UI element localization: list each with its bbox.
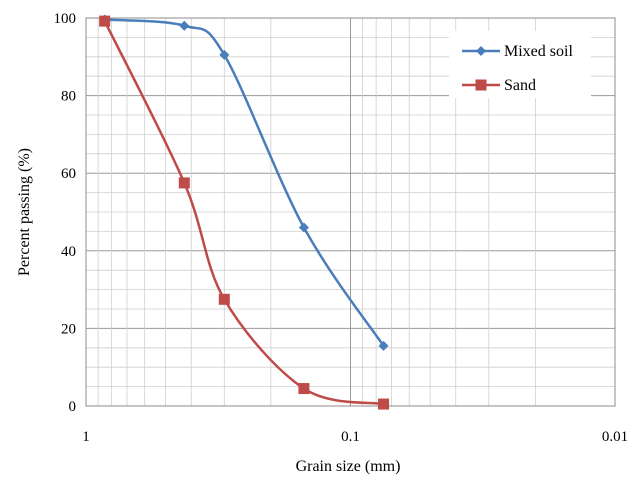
legend-marker-sand (475, 79, 487, 91)
y-axis-title: Percent passing (%) (16, 148, 33, 276)
legend-label-mixed-soil: Mixed soil (504, 43, 573, 60)
plot-frame (85, 17, 616, 407)
y-tick-label: 80 (61, 89, 76, 105)
data-point-sand (178, 177, 190, 189)
y-tick-label: 20 (61, 321, 76, 337)
y-tick-label: 40 (61, 244, 76, 260)
legend-marker-mixed-soil (476, 46, 486, 56)
data-point-mixed-soil (179, 20, 190, 31)
y-tick-label: 60 (61, 166, 76, 182)
series-line-sand (103, 20, 384, 406)
series-line-mixed-soil (104, 18, 385, 347)
x-axis-title: Grain size (mm) (296, 458, 401, 475)
series-layer (99, 14, 390, 410)
x-tick-label: 0.1 (341, 429, 360, 445)
data-point-sand (378, 398, 390, 410)
data-point-mixed-soil (378, 340, 389, 351)
data-point-sand (218, 293, 230, 305)
data-point-mixed-soil (219, 49, 230, 60)
grid (86, 18, 615, 406)
legend-label-sand: Sand (504, 77, 536, 94)
y-tick-label: 0 (69, 399, 77, 415)
tick-labels: 0 20 40 60 80 100 1 0.1 0.01 (54, 11, 629, 445)
x-tick-label: 0.01 (602, 429, 628, 445)
x-tick-label: 1 (82, 429, 90, 445)
data-point-mixed-soil (298, 222, 309, 233)
data-point-sand (99, 15, 111, 27)
y-tick-label: 100 (54, 11, 77, 27)
plot-border (85, 17, 616, 407)
data-point-sand (298, 383, 310, 395)
legend-box (449, 31, 591, 98)
legend: Mixed soil Sand (449, 31, 591, 98)
